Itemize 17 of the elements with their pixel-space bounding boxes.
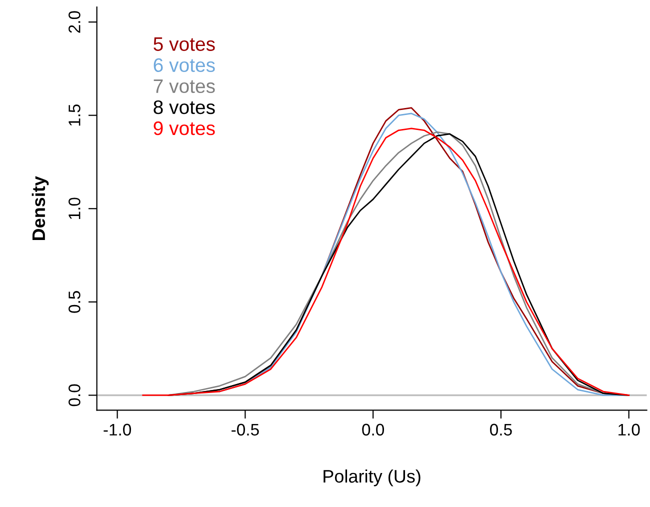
y-tick-label: 0.5: [68, 291, 80, 313]
y-tick-label: 1.0: [68, 198, 80, 219]
text: 5 votes: [154, 37, 215, 51]
y-tick-label: 1.5: [68, 104, 80, 126]
x-tick-label: -0.5: [232, 424, 259, 436]
y-tick-label: 0.0: [68, 384, 80, 406]
x-tick-label: 0.5: [490, 424, 512, 436]
x-tick-label: 0.0: [362, 424, 384, 436]
y-tick-label: 2.0: [68, 11, 80, 33]
text: 6 votes: [154, 58, 215, 72]
text: 9 votes: [154, 121, 215, 136]
y-axis-title: Density: [32, 176, 49, 240]
x-tick-label: -1.0: [104, 424, 132, 436]
x-tick-label: 1.0: [618, 424, 640, 436]
x-axis-title: Polarity (Us): [324, 469, 420, 486]
text: 8 votes: [154, 100, 215, 114]
text: 7 votes: [154, 79, 215, 94]
